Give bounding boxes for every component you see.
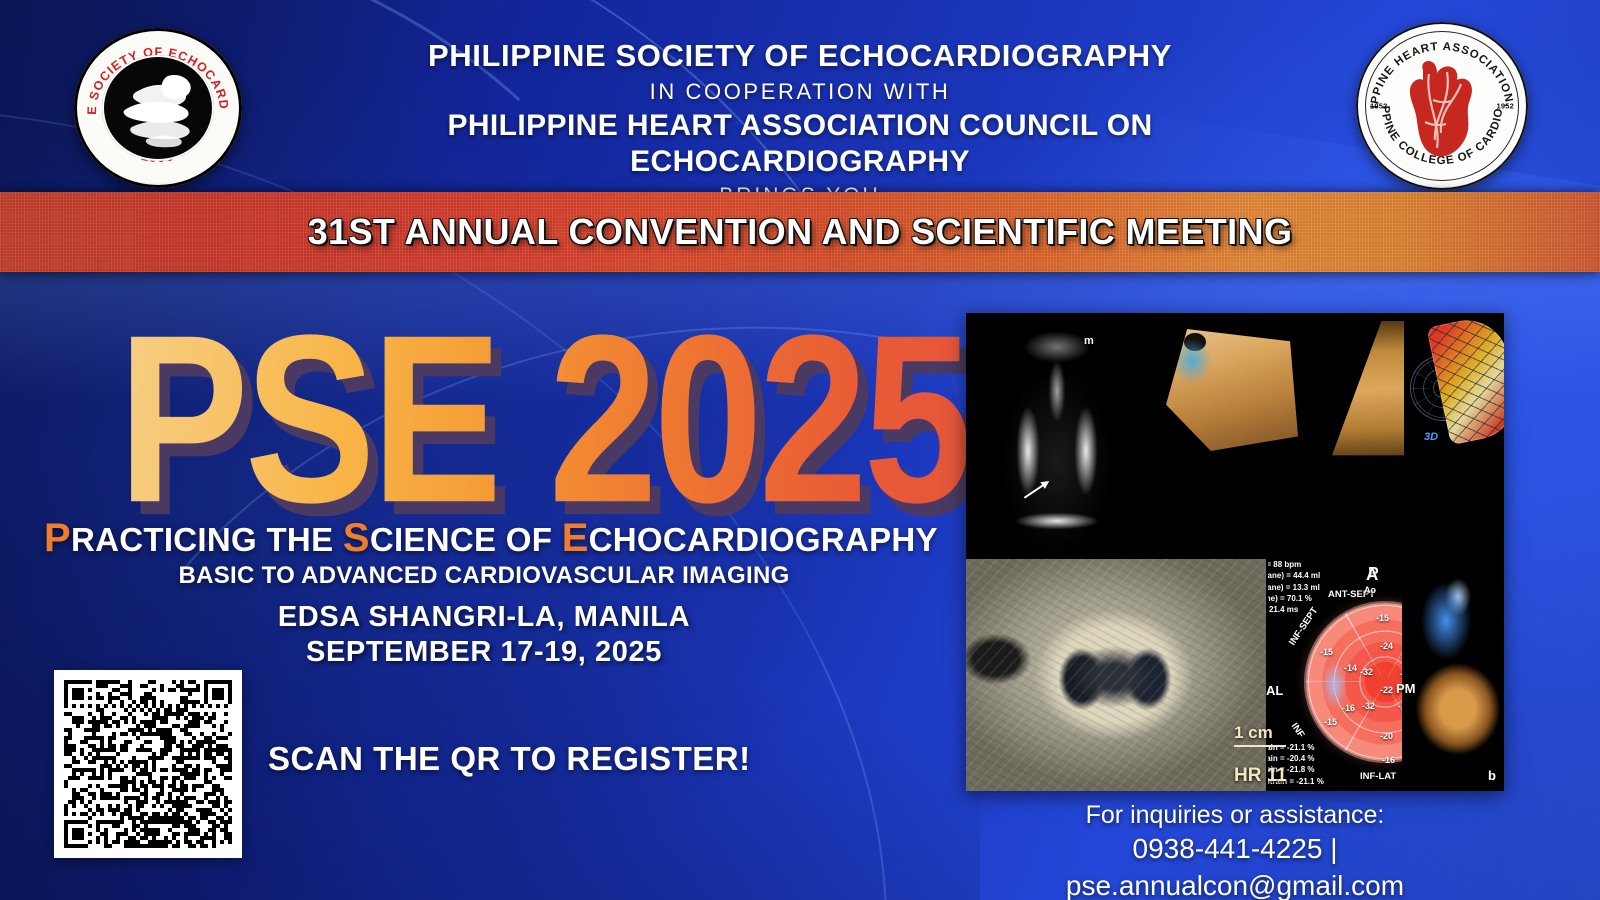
- contact-label: For inquiries or assistance:: [1085, 801, 1385, 829]
- header-line-2: IN COOPERATION WITH: [649, 78, 951, 104]
- echo-hr-overlay: HR 11: [1234, 765, 1287, 786]
- echo-image-collage: m 3D ANT-SEPT ANT ANT-LAT INF-LAT INF IN…: [966, 313, 1504, 791]
- header-line-1: PHILIPPINE SOCIETY OF ECHOCARDIOGRAPHY: [428, 38, 1172, 73]
- bullseye-segment-value: -15: [1376, 613, 1390, 623]
- bullseye-zone-ant-sept: ANT-SEPT: [1328, 589, 1375, 600]
- echo-panel-3d-mitral-surgical-view: [966, 559, 1266, 791]
- contact-details[interactable]: 0938-441-4225 | pse.annualcon@gmail.com: [1065, 833, 1405, 900]
- bullseye-zone-inf: INF: [1288, 721, 1307, 740]
- echo-label-al: AL: [1266, 683, 1284, 698]
- pse-logo-inner-disc: [102, 55, 214, 161]
- registration-qr-code[interactable]: [54, 670, 242, 858]
- echo-label-pm: PM: [1396, 681, 1416, 696]
- hero-tagline: PRACTICING THE SCIENCE OF ECHOCARDIOGRAP…: [44, 516, 938, 561]
- hero-title-fill: PSE 2025: [118, 285, 973, 553]
- bullseye-zone-inf-lat: INF-LAT: [1360, 771, 1397, 782]
- tagline-cap-e: E: [561, 516, 589, 560]
- qr-canvas[interactable]: [64, 680, 232, 848]
- bullseye-segment-value: -22: [1380, 685, 1394, 695]
- event-dates: SEPTEMBER 17-19, 2025: [306, 636, 662, 669]
- contact-block: For inquiries or assistance: 0938-441-42…: [966, 800, 1504, 900]
- echo-label-ao: Ao: [1364, 585, 1376, 595]
- measurement-ef: EF (Bi-Plane) = 70.1 %: [1268, 594, 1312, 604]
- header-text-block: PHILIPPINE SOCIETY OF ECHOCARDIOGRAPHY I…: [300, 38, 1300, 211]
- echo-label-3d: 3D: [1424, 431, 1439, 443]
- echo-panel-color-jet: [1402, 559, 1504, 791]
- scan-qr-cta: SCAN THE QR TO REGISTER!: [268, 740, 751, 777]
- strain-global: Global L. Strain = -21.1 %: [1268, 776, 1324, 786]
- bullseye-segment-value: -32: [1362, 701, 1376, 711]
- hero-subtitle: BASIC TO ADVANCED CARDIOVASCULAR IMAGING: [178, 562, 790, 589]
- header-line-3: PHILIPPINE HEART ASSOCIATION COUNCIL ON …: [447, 108, 1153, 178]
- pha-logo-heart-icon: [1409, 60, 1472, 157]
- echo-panel-3d-valve-model: 3D: [1404, 313, 1504, 467]
- tagline-rest-2: CIENCE OF: [369, 521, 562, 558]
- echo-measurements: HR (Avg.) = 88 bpm EDV (Bi-Plane) = 44.4…: [1268, 559, 1320, 616]
- header: PHILIPPINE SOCIETY OF ECHOCARDIOGRAPHY •…: [0, 0, 1600, 207]
- measurement-hr: HR (Avg.) = 88 bpm: [1268, 560, 1302, 569]
- bullseye-segment-value: -16: [1382, 755, 1396, 765]
- convention-banner: 31ST ANNUAL CONVENTION AND SCIENTIFIC ME…: [0, 192, 1600, 272]
- bullseye-segment-value: -24: [1380, 641, 1394, 651]
- measurement-edv: EDV (Bi-Plane) = 44.4 ml: [1268, 571, 1321, 581]
- bullseye-segment-value: -20: [1380, 731, 1394, 741]
- event-venue-block: EDSA SHANGRI-LA, MANILA SEPTEMBER 17-19,…: [44, 600, 924, 671]
- echo-scale-bar: 1 cm: [1234, 723, 1286, 747]
- echo-panel-letter-b: b: [1488, 768, 1496, 783]
- pse-logo: PHILIPPINE SOCIETY OF ECHOCARDIOGRAPHY •…: [69, 17, 242, 188]
- echo-label-anterior: A: [1366, 565, 1379, 584]
- echo-label-m: m: [1084, 335, 1094, 347]
- pha-logo-year-left: 1952: [1370, 101, 1388, 111]
- pha-logo-ring: [1365, 31, 1519, 181]
- tagline-cap-s: S: [342, 516, 370, 560]
- hero-title: PSE 2025 PSE 2025: [118, 299, 983, 551]
- tagline-rest-1: RACTICING THE: [70, 521, 343, 558]
- strain-ap4: AP4 L. Strain = -20.4 %: [1268, 753, 1315, 763]
- pse-logo-echo-mark: [123, 75, 191, 148]
- measurement-tsd: Time SD = 21.4 ms: [1268, 605, 1299, 615]
- echo-panel-3d-color-doppler: [1152, 313, 1314, 467]
- bullseye-segment-value: -15: [1324, 717, 1338, 727]
- bullseye-segment-value: -14: [1344, 663, 1358, 673]
- echo-label-posterior: P: [1368, 565, 1379, 582]
- pha-logo: PHILIPPINE HEART ASSOCIATION, INC. PHILI…: [1351, 13, 1528, 190]
- bullseye-segment-value: -32: [1360, 667, 1374, 677]
- convention-banner-title: 31ST ANNUAL CONVENTION AND SCIENTIFIC ME…: [307, 211, 1293, 252]
- echo-strain-summary: AP3 L. Strain = -21.1 % AP4 L. Strain = …: [1268, 742, 1324, 787]
- event-venue: EDSA SHANGRI-LA, MANILA: [277, 601, 691, 633]
- measurement-esv: ESV (Bi-Plane) = 13.3 ml: [1268, 582, 1320, 592]
- tagline-rest-3: CHOCARDIOGRAPHY: [588, 521, 938, 558]
- strain-ap2: AP2 L. Strain = -21.8 %: [1268, 765, 1315, 775]
- bullseye-segment-value: -16: [1342, 703, 1356, 713]
- echo-scale-label: 1 cm: [1234, 723, 1273, 742]
- strain-ap3: AP3 L. Strain = -21.1 %: [1268, 742, 1315, 752]
- bullseye-segment-value: -15: [1320, 647, 1334, 657]
- pha-logo-year-right: 1952: [1496, 101, 1514, 111]
- echo-valve-model: [1426, 313, 1504, 446]
- tagline-cap-p: P: [44, 516, 71, 560]
